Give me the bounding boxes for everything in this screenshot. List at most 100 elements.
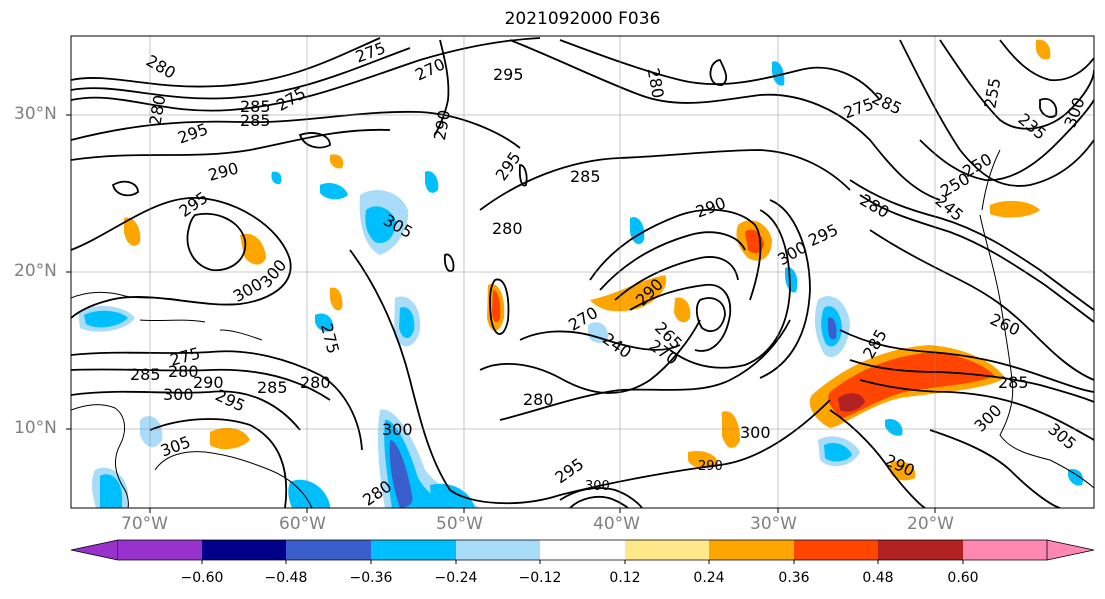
- contour-label: 270: [412, 54, 448, 84]
- colorbar-segment: [286, 540, 371, 560]
- colorbar-segment: [202, 540, 286, 560]
- contour-label: 300: [740, 423, 771, 442]
- coastlines: [71, 149, 1094, 508]
- positive-anomaly-patch: [590, 275, 667, 312]
- contour-label: 285: [240, 97, 271, 116]
- contour-labels: 280 275 270 295 280 285 290 275 285 295 …: [130, 38, 1089, 508]
- contour-label: 300: [1060, 95, 1088, 130]
- negative-anomaly-patch: [1068, 469, 1084, 486]
- positive-anomaly-patch: [722, 411, 740, 448]
- positive-anomaly-patch: [688, 450, 719, 468]
- colorbar-tick-label: −0.12: [518, 570, 562, 586]
- negative-anomaly-patch: [828, 317, 837, 340]
- contour-label: 280: [168, 362, 199, 381]
- contour-label: 280: [644, 66, 668, 99]
- colorbar-tick-label: −0.24: [434, 570, 478, 586]
- lon-label: 60°W: [279, 514, 326, 534]
- colorbar-tick-label: −0.60: [180, 570, 224, 586]
- gridlines: [71, 36, 1094, 508]
- contour-label: 255: [980, 76, 1004, 109]
- positive-anomaly-patch: [210, 427, 250, 450]
- contour-label: 305: [158, 432, 193, 460]
- negative-anomaly-patch: [320, 183, 348, 200]
- shaded-anomaly-field: [78, 39, 1084, 508]
- contour-label: 285: [240, 111, 271, 130]
- contour-label: 295: [551, 454, 587, 487]
- colorbar-segment: [963, 540, 1047, 560]
- contour-label: 290: [193, 373, 224, 392]
- contour-label: 275: [273, 83, 309, 115]
- contour-label: 285: [257, 378, 288, 397]
- colorbar-segment: [118, 540, 202, 560]
- negative-anomaly-patch: [588, 322, 609, 343]
- negative-anomaly-patch: [785, 267, 798, 293]
- colorbar-tick-label: 0.60: [947, 570, 979, 586]
- contour-label: 260: [987, 310, 1023, 340]
- positive-anomaly-patch: [240, 233, 266, 265]
- colorbar-tick-label: 0.12: [609, 570, 641, 586]
- contour-label: 295: [212, 385, 248, 415]
- colorbar-tick-label: 0.48: [862, 570, 894, 586]
- contour-label: 275: [317, 321, 343, 355]
- contour-label: 290: [693, 193, 728, 221]
- lon-label: 70°W: [121, 514, 168, 534]
- colorbar-segment: [794, 540, 878, 560]
- positive-anomaly-patch: [124, 217, 141, 246]
- contour-label: 300: [970, 401, 1005, 436]
- colorbar-extend-low: [70, 539, 119, 561]
- positive-anomaly-patch: [330, 154, 344, 169]
- contour-label: 305: [1044, 419, 1080, 453]
- negative-anomaly-patch: [140, 416, 163, 448]
- contour-label: 290: [430, 108, 454, 141]
- negative-anomaly-patch: [271, 171, 282, 185]
- contour-label: 300: [585, 479, 610, 494]
- colorbar-segment: [625, 540, 709, 560]
- negative-anomaly-patch: [885, 419, 903, 436]
- colorbar-tick-label: 0.36: [778, 570, 810, 586]
- contour-label: 295: [175, 119, 210, 147]
- contour-label: 295: [493, 65, 524, 84]
- contour-label: 280: [143, 51, 179, 83]
- contour-label: 300: [774, 237, 810, 269]
- negative-anomaly-patch: [84, 310, 128, 328]
- positive-anomaly-patch: [890, 460, 916, 481]
- positive-anomaly-patch: [1036, 39, 1051, 60]
- lon-label: 40°W: [593, 514, 640, 534]
- colorbar-segment: [878, 540, 963, 560]
- negative-anomaly-patch: [430, 483, 475, 508]
- contour-label: 275: [841, 94, 876, 122]
- map-title: 2021092000 F036: [504, 9, 661, 29]
- lon-label: 50°W: [436, 514, 483, 534]
- negative-anomaly-patch: [399, 307, 415, 339]
- contour-label: 285: [869, 88, 905, 118]
- contour-label: 275: [353, 38, 388, 66]
- colorbar-segment: [709, 540, 794, 560]
- positive-anomaly-patch: [838, 393, 865, 412]
- negative-anomaly-patch: [315, 313, 334, 332]
- lat-label: 10°N: [14, 418, 57, 438]
- lat-label: 30°N: [14, 104, 57, 124]
- lat-label: 20°N: [14, 261, 57, 281]
- contour-lines: [71, 37, 1094, 508]
- colorbar-tick-label: 0.24: [693, 570, 725, 586]
- contour-label: 280: [492, 219, 523, 238]
- contour-label: 290: [206, 159, 240, 185]
- contour-label: 300: [382, 420, 413, 439]
- colorbar-extend-high: [1046, 539, 1095, 561]
- contour-label: 285: [130, 365, 161, 384]
- contour-label: 280: [857, 190, 893, 222]
- contour-label: 280: [146, 93, 170, 126]
- negative-anomaly-patch: [630, 217, 645, 245]
- positive-anomaly-patch: [674, 297, 691, 323]
- colorbar-tick-label: −0.48: [264, 570, 308, 586]
- positive-anomaly-patch: [330, 287, 343, 311]
- colorbar-segment: [456, 540, 540, 560]
- colorbar-tick-label: −0.36: [349, 570, 393, 586]
- contour-label: 280: [523, 390, 554, 409]
- contour-label: 300: [163, 385, 194, 404]
- negative-anomaly-patch: [100, 474, 122, 508]
- negative-anomaly-patch: [425, 171, 439, 193]
- colorbar-segment: [371, 540, 456, 560]
- negative-anomaly-patch: [389, 440, 413, 508]
- contour-label: 285: [570, 167, 601, 186]
